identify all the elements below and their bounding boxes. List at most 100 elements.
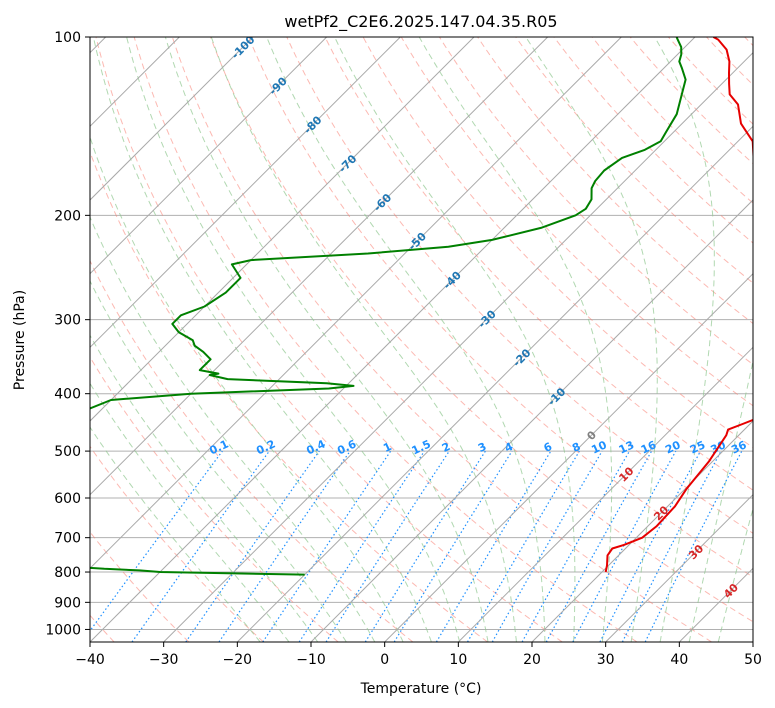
mixing-ratio-line bbox=[325, 450, 450, 642]
dry-adiabat bbox=[591, 37, 753, 204]
y-tick-label: 300 bbox=[54, 313, 81, 329]
x-tick-label: 10 bbox=[449, 652, 467, 668]
x-tick-label: 0 bbox=[380, 652, 389, 668]
x-tick-label: 30 bbox=[597, 652, 615, 668]
mixing-ratio-label: 0.2 bbox=[254, 437, 277, 457]
temperature-profile-line bbox=[604, 37, 753, 573]
x-tick-label: −40 bbox=[75, 652, 105, 668]
moist-adiabat bbox=[717, 506, 753, 642]
y-tick-label: 600 bbox=[54, 491, 81, 507]
dry-adiabat bbox=[90, 150, 488, 642]
mixing-ratio-label: 13 bbox=[617, 438, 636, 456]
y-tick-label: 500 bbox=[54, 444, 81, 460]
dry-adiabat bbox=[324, 37, 753, 491]
isotherm-line bbox=[90, 37, 622, 570]
mixing-ratio-lines bbox=[90, 450, 743, 642]
moist-adiabat bbox=[90, 135, 404, 642]
isotherm-line bbox=[90, 37, 401, 349]
dry-adiabat bbox=[706, 37, 753, 86]
mixing-ratio-line bbox=[545, 450, 653, 642]
mixing-ratio-label: 2 bbox=[440, 440, 452, 455]
mixing-ratio-label: 6 bbox=[542, 440, 555, 455]
dry-adiabat bbox=[90, 445, 264, 642]
isotherm-line bbox=[531, 420, 753, 642]
mixing-ratio-line bbox=[218, 450, 351, 642]
y-tick-label: 700 bbox=[54, 531, 81, 547]
moist-adiabat bbox=[90, 334, 319, 642]
dry-adiabat bbox=[477, 37, 753, 325]
moist-adiabat bbox=[210, 37, 517, 642]
mixing-ratio-label: 36 bbox=[729, 438, 749, 456]
mixing-ratio-label: 0.1 bbox=[207, 437, 230, 457]
mixing-ratio-line bbox=[466, 450, 580, 642]
moist-adiabat bbox=[90, 215, 376, 642]
x-axis-title: Temperature (°C) bbox=[360, 681, 482, 697]
moist-adiabat bbox=[126, 37, 461, 642]
x-tick-label: −30 bbox=[149, 652, 179, 668]
isotherm-line bbox=[236, 125, 753, 642]
moist-adiabat bbox=[90, 426, 261, 642]
moist-adiabat bbox=[418, 37, 613, 642]
isotherm-line bbox=[605, 493, 753, 642]
moist-adiabat bbox=[688, 358, 753, 642]
mixing-ratio-label: 4 bbox=[503, 440, 516, 455]
dewpoint-profile-line bbox=[90, 37, 687, 576]
plot-area: 0.1 0.2 0.4 0.6 1 1.5 2 3 4 6 8 10 13 16 20 25 30 36-100-… bbox=[90, 37, 753, 642]
dry-adiabat bbox=[95, 37, 563, 642]
moist-adiabat bbox=[90, 382, 290, 642]
moist-adiabat bbox=[266, 37, 546, 642]
dry-adiabat bbox=[629, 37, 753, 165]
moist-adiabat bbox=[525, 37, 658, 642]
dry-adiabat bbox=[744, 37, 753, 47]
isotherm-line bbox=[90, 37, 696, 642]
chart-title: wetPf2_C2E6.2025.147.04.35.R05 bbox=[284, 12, 557, 32]
mixing-ratio-line bbox=[521, 450, 631, 642]
y-tick-label: 900 bbox=[54, 595, 81, 611]
y-tick-label: 200 bbox=[54, 208, 81, 224]
plot-frame bbox=[89, 36, 754, 643]
isotherm-label: -40 bbox=[441, 269, 464, 292]
x-tick-label: 50 bbox=[744, 652, 762, 668]
mixing-ratio-line bbox=[599, 450, 702, 642]
moist-adiabat bbox=[164, 37, 489, 642]
isotherm-line bbox=[384, 272, 753, 642]
mixing-ratio-label: 10 bbox=[589, 438, 609, 456]
dry-adiabat bbox=[668, 37, 753, 125]
mixing-ratio-line bbox=[572, 450, 677, 642]
dry-adiabats bbox=[90, 37, 753, 642]
y-axis-title: Pressure (hPa) bbox=[12, 290, 28, 390]
dry-adiabat bbox=[515, 37, 753, 284]
isotherm-line bbox=[457, 346, 753, 642]
moist-adiabats bbox=[90, 37, 753, 642]
x-tick-label: 20 bbox=[523, 652, 541, 668]
x-tick-label: −10 bbox=[296, 652, 326, 668]
x-tick-label: −20 bbox=[223, 652, 253, 668]
isotherm-line bbox=[90, 37, 549, 496]
mixing-ratio-line bbox=[262, 450, 392, 642]
mixing-ratio-label: 16 bbox=[639, 438, 659, 456]
isotherm-line bbox=[90, 37, 475, 422]
isotherm-line bbox=[90, 37, 328, 275]
moist-adiabat bbox=[654, 37, 715, 642]
isotherm-label: -90 bbox=[267, 74, 290, 97]
y-tick-label: 1000 bbox=[45, 622, 81, 638]
mixing-ratio-line bbox=[491, 450, 603, 642]
dry-adiabat bbox=[171, 37, 712, 642]
pressure-gridlines bbox=[90, 37, 753, 630]
mixing-ratio-line bbox=[185, 450, 320, 642]
mixing-ratio-line bbox=[90, 450, 223, 632]
mixing-ratio-line bbox=[131, 450, 270, 642]
isotherm-line bbox=[90, 37, 254, 201]
dry-adiabat bbox=[90, 356, 339, 642]
isotherm-label: 40 bbox=[721, 581, 741, 601]
isopleth-labels: 0.1 0.2 0.4 0.6 1 1.5 2 3 4 6 8 10 13 16 20 25 30 36-100-… bbox=[207, 37, 749, 601]
dry-adiabat bbox=[133, 37, 638, 642]
profile-series bbox=[90, 37, 753, 576]
mixing-ratio-line bbox=[393, 450, 513, 642]
moist-adiabat bbox=[92, 37, 432, 642]
x-tick-label: 40 bbox=[670, 652, 688, 668]
isotherm-label: -80 bbox=[301, 113, 324, 136]
mixing-ratio-line bbox=[364, 450, 486, 642]
y-tick-label: 400 bbox=[54, 387, 81, 403]
